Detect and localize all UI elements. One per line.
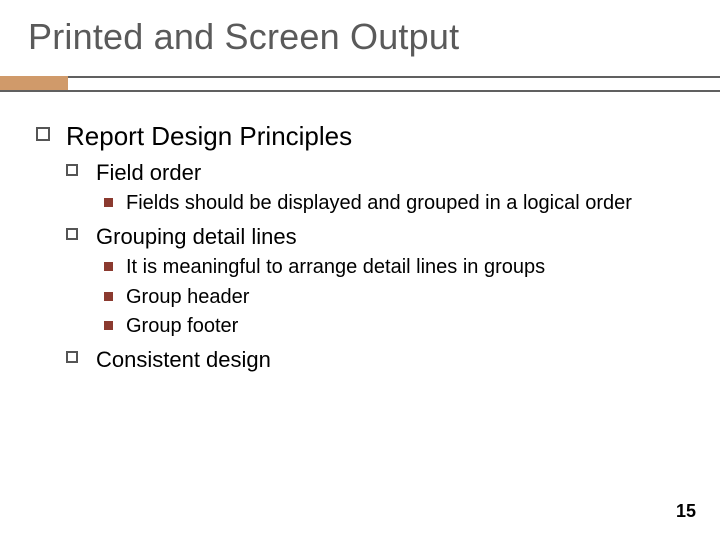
slide-title: Printed and Screen Output [28, 16, 459, 58]
content-area: Report Design Principles Field order Fie… [36, 120, 684, 378]
accent-bar [0, 76, 68, 90]
title-rule-bottom [0, 90, 720, 92]
bullet-l3-fields-logical: Fields should be displayed and grouped i… [104, 191, 684, 217]
bullet-l3-group-footer: Group footer [104, 314, 684, 340]
bullet-l3-meaningful-groups: It is meaningful to arrange detail lines… [104, 255, 684, 281]
bullet-l2-label: Consistent design [96, 347, 271, 372]
bullet-l2-consistent-design: Consistent design [66, 346, 684, 374]
slide: Printed and Screen Output Report Design … [0, 0, 720, 540]
bullet-l1-report-design: Report Design Principles [36, 120, 684, 153]
bullet-l1-label: Report Design Principles [66, 121, 352, 151]
bullet-l3-label: Group header [126, 286, 249, 308]
bullet-l3-group-header: Group header [104, 285, 684, 311]
bullet-l2-grouping: Grouping detail lines [66, 223, 684, 251]
bullet-l2-field-order: Field order [66, 159, 684, 187]
bullet-l3-label: Fields should be displayed and grouped i… [126, 192, 632, 214]
bullet-l3-label: Group footer [126, 315, 238, 337]
page-number: 15 [676, 501, 696, 522]
title-rule-top [0, 76, 720, 78]
bullet-l2-label: Field order [96, 160, 201, 185]
bullet-l3-label: It is meaningful to arrange detail lines… [126, 256, 545, 278]
bullet-l2-label: Grouping detail lines [96, 224, 297, 249]
